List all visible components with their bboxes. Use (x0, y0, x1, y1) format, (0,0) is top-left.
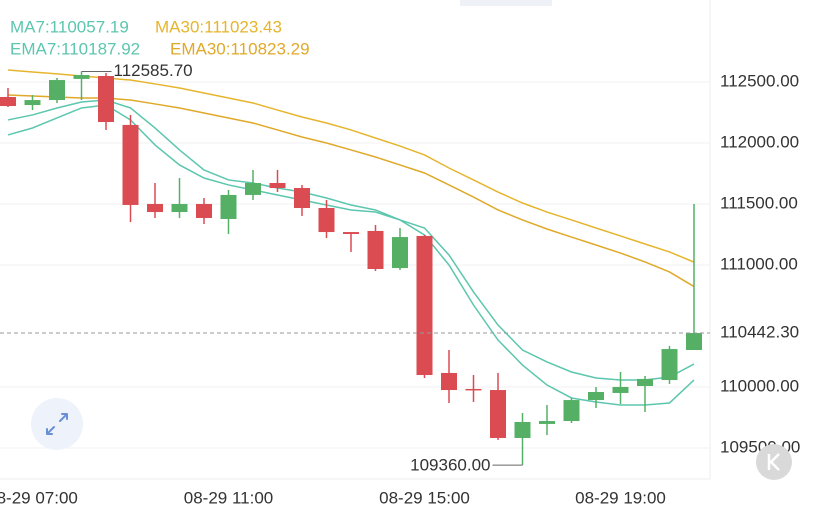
candle-body (98, 76, 114, 123)
y-tick-label: 112500.00 (720, 71, 799, 90)
y-tick-label: 111500.00 (720, 193, 798, 212)
candle-body (24, 100, 41, 106)
indicator-lines (7, 69, 695, 406)
candle-body (122, 124, 139, 205)
candle-body (490, 390, 506, 438)
candle-body (196, 203, 212, 219)
annotation-label: 112585.70 (114, 61, 193, 80)
expand-button[interactable] (31, 398, 83, 450)
candle-body (612, 386, 629, 393)
candle-body (416, 235, 433, 376)
candle-body (147, 203, 163, 213)
x-tick-label: 08-29 19:00 (575, 488, 666, 507)
candle-body (686, 333, 702, 351)
candle-body (588, 391, 604, 401)
last-price-label: 110442.30 (720, 323, 799, 342)
candle-body (220, 194, 237, 219)
legend-entry: EMA7:110187.92 (10, 39, 140, 58)
candle-body (318, 208, 335, 233)
candle-body (343, 232, 359, 234)
grid (0, 81, 710, 449)
candle-body (539, 421, 555, 424)
last-price-box (712, 320, 826, 347)
candle-body (465, 388, 482, 391)
legend-entry: EMA30:110823.29 (170, 39, 310, 58)
indicator-line (7, 104, 695, 406)
indicator-line (7, 99, 695, 381)
candle-body (367, 230, 384, 270)
labels: 109500.00110000.00111000.00111500.001120… (0, 17, 826, 507)
x-tick-label: 08-29 07:00 (0, 488, 78, 507)
candle-body (0, 96, 16, 107)
candle-body (171, 203, 188, 213)
candle-body (441, 372, 457, 391)
candles (0, 71, 702, 466)
y-tick-label: 110000.00 (720, 376, 799, 395)
top-tab (460, 0, 552, 6)
candle-body (637, 378, 653, 387)
indicator-line (7, 94, 695, 288)
x-tick-label: 08-29 15:00 (379, 488, 470, 507)
annotation-label: 109360.00 (410, 456, 490, 475)
y-tick-label: 111000.00 (720, 254, 798, 273)
candle-body (661, 349, 678, 381)
candle-body (294, 188, 310, 209)
candle-body (392, 237, 408, 269)
indicator-line (7, 69, 695, 263)
y-tick-label: 112000.00 (720, 132, 799, 151)
k-button[interactable] (756, 444, 792, 480)
legend-entry: MA30:111023.43 (155, 17, 282, 36)
candle-body (563, 400, 580, 422)
candle-body (269, 183, 286, 189)
legend-entry: MA7:110057.19 (10, 17, 129, 36)
candle-body (514, 422, 531, 438)
candle-body (245, 183, 261, 195)
candle-body (49, 80, 65, 101)
x-tick-label: 08-29 11:00 (184, 488, 273, 507)
candle-body (73, 75, 90, 79)
